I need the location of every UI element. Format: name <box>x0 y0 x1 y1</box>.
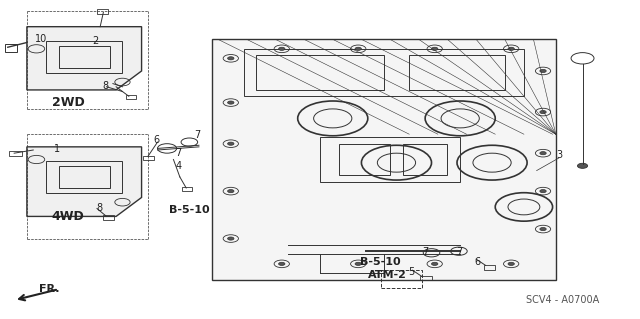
Circle shape <box>540 69 546 72</box>
Circle shape <box>540 189 546 193</box>
Text: 10: 10 <box>35 34 47 44</box>
Text: 6: 6 <box>153 135 159 145</box>
Bar <box>46 161 122 193</box>
Circle shape <box>540 227 546 231</box>
Text: 8: 8 <box>103 81 109 91</box>
Text: 7: 7 <box>195 130 201 140</box>
Text: 2: 2 <box>93 36 99 46</box>
Text: 4: 4 <box>175 161 182 171</box>
Text: 7: 7 <box>422 247 428 257</box>
Bar <box>409 55 505 90</box>
Bar <box>59 46 109 68</box>
Bar <box>143 156 154 160</box>
Text: 1: 1 <box>54 144 61 154</box>
Circle shape <box>278 262 285 265</box>
Text: ATM-2: ATM-2 <box>367 270 406 280</box>
Circle shape <box>278 47 285 50</box>
Bar <box>59 166 109 188</box>
Circle shape <box>508 262 515 265</box>
Text: 3: 3 <box>556 150 562 160</box>
Text: 8: 8 <box>97 203 102 212</box>
Bar <box>320 137 460 182</box>
Bar <box>46 41 122 72</box>
Circle shape <box>228 142 234 145</box>
Circle shape <box>540 152 546 155</box>
Text: 2WD: 2WD <box>52 96 84 109</box>
Circle shape <box>355 47 362 50</box>
Bar <box>381 270 422 287</box>
Bar <box>4 44 17 52</box>
Text: FR.: FR. <box>39 284 60 294</box>
Circle shape <box>228 237 234 240</box>
Text: SCV4 - A0700A: SCV4 - A0700A <box>525 295 599 305</box>
Bar <box>339 144 390 175</box>
Circle shape <box>228 101 234 104</box>
Bar <box>9 151 22 156</box>
Text: 7: 7 <box>175 148 182 158</box>
Circle shape <box>355 262 362 265</box>
Bar <box>256 55 384 90</box>
Polygon shape <box>27 147 141 216</box>
Bar <box>182 187 192 191</box>
Circle shape <box>431 47 438 50</box>
Circle shape <box>431 262 438 265</box>
Bar <box>103 215 113 219</box>
Text: 5: 5 <box>408 267 415 277</box>
Bar <box>97 9 108 14</box>
Circle shape <box>508 47 515 50</box>
Text: 4WD: 4WD <box>52 210 84 223</box>
Bar <box>403 144 447 175</box>
Text: B-5-10: B-5-10 <box>360 257 401 267</box>
Circle shape <box>540 110 546 114</box>
Text: 7: 7 <box>456 247 462 257</box>
Polygon shape <box>27 27 141 90</box>
Circle shape <box>577 163 588 168</box>
Bar <box>244 49 524 96</box>
Text: B-5-10: B-5-10 <box>169 205 210 215</box>
Polygon shape <box>212 39 556 280</box>
Bar <box>420 276 431 280</box>
Bar <box>125 95 136 100</box>
Circle shape <box>228 57 234 60</box>
Text: 6: 6 <box>474 257 481 267</box>
Bar <box>484 265 495 270</box>
Circle shape <box>228 189 234 193</box>
